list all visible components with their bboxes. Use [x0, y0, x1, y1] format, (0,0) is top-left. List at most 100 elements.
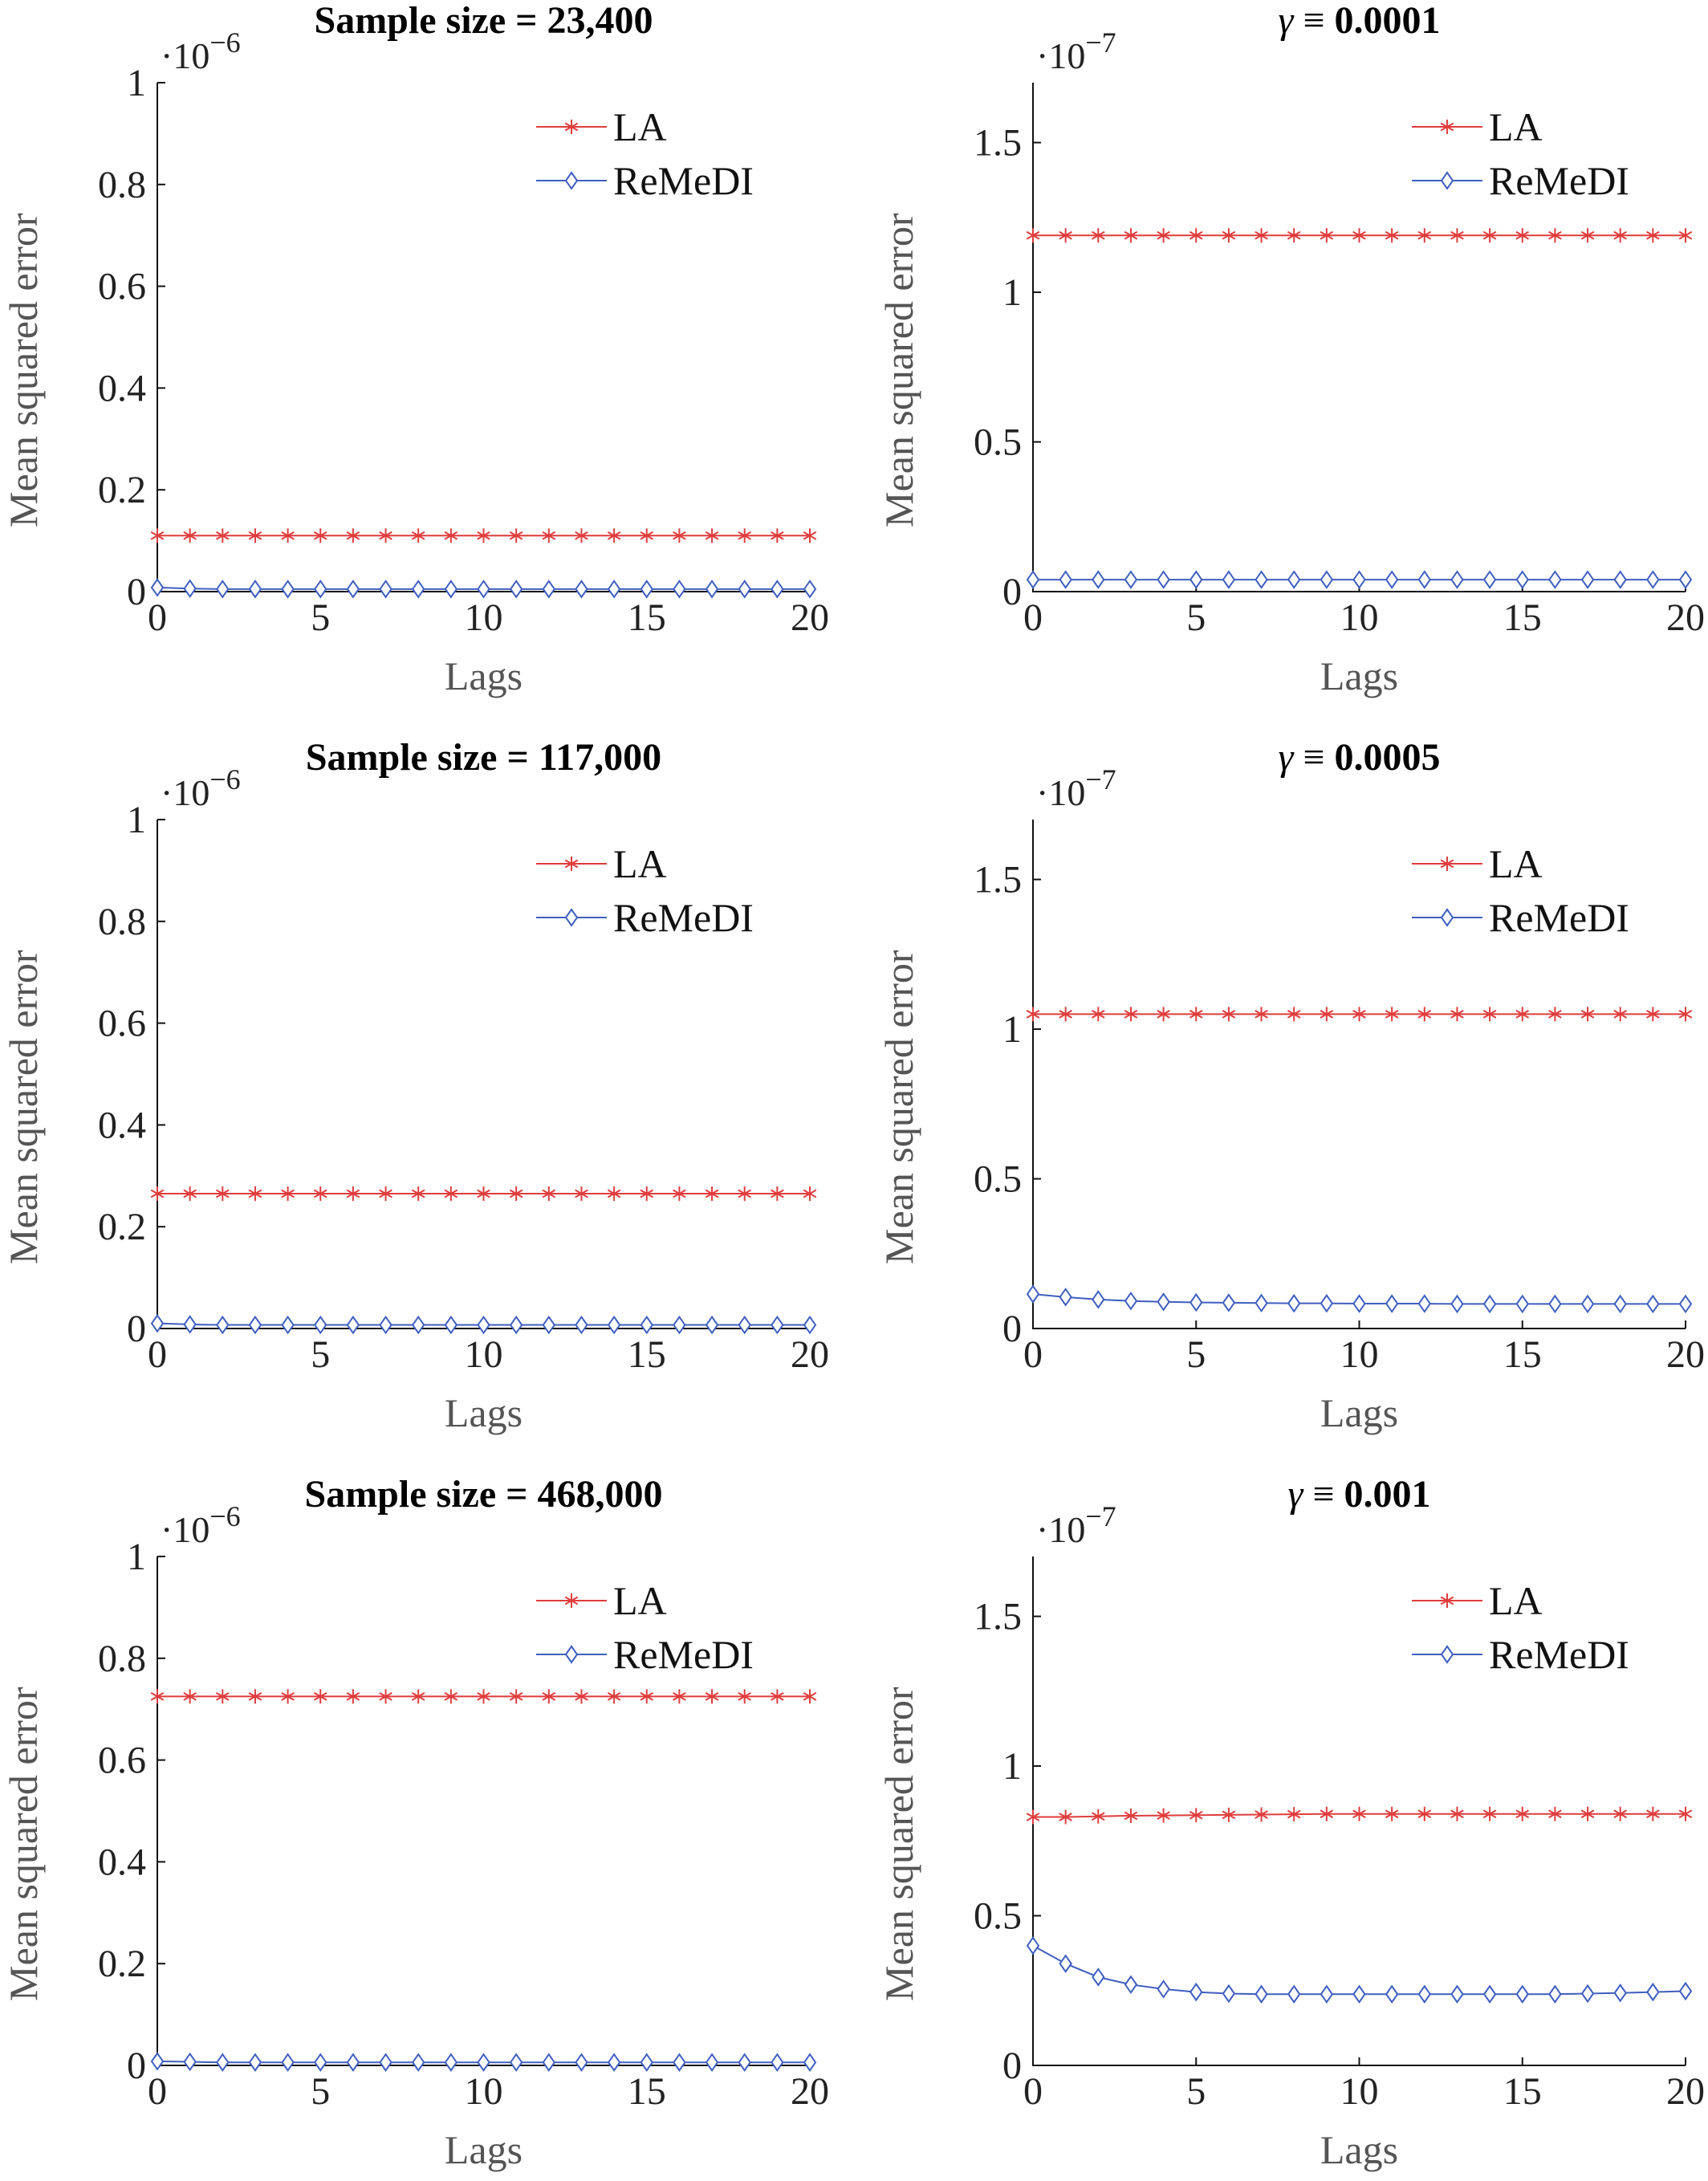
- data-point: [575, 1315, 588, 1335]
- panel-1: 0 5 10 15 20 0 0.2 0.4 0.6 0.8 1 ·10−6 Sample size =…: [1, 0, 829, 698]
- data-point: [509, 580, 523, 599]
- data-point: [1515, 1984, 1529, 2004]
- data-point: [1417, 228, 1432, 243]
- data-point: [803, 1186, 817, 1201]
- legend-item: ReMeDI: [1412, 158, 1629, 203]
- data-point: [1352, 1294, 1366, 1313]
- x-tick-label: 20: [791, 596, 829, 639]
- data-point: [575, 1186, 588, 1201]
- data-point: [542, 580, 556, 599]
- data-point: [1059, 570, 1072, 589]
- y-tick-label: 0.2: [98, 1206, 146, 1248]
- data-point: [542, 1186, 556, 1201]
- data-point: [477, 580, 490, 599]
- scale-exponent: −7: [1085, 26, 1116, 59]
- data-point: [738, 1689, 751, 1704]
- data-point: [509, 1315, 523, 1335]
- y-tick-label: 1: [1002, 271, 1022, 314]
- data-point: [183, 1186, 197, 1201]
- data-point: [1189, 1007, 1203, 1022]
- data-point: [411, 1186, 425, 1201]
- data-point: [705, 2053, 719, 2072]
- scale-exponent: −6: [209, 1500, 240, 1532]
- series-la: [1026, 1806, 1693, 1825]
- x-tick-label: 0: [148, 596, 167, 639]
- data-point: [1450, 570, 1464, 589]
- series-la: [150, 1689, 817, 1704]
- x-tick-label: 20: [1666, 1333, 1705, 1376]
- x-tick-label: 10: [465, 596, 503, 639]
- data-point: [673, 1186, 686, 1201]
- legend: LA ReMeDI: [536, 104, 754, 203]
- series-remedi: [1026, 570, 1693, 589]
- data-point: [1678, 1294, 1693, 1314]
- data-point: [803, 1689, 817, 1704]
- data-point: [1352, 570, 1366, 589]
- data-point: [216, 528, 230, 543]
- data-point: [575, 580, 588, 599]
- data-point: [1320, 1984, 1334, 2004]
- data-point: [248, 1689, 262, 1704]
- data-point: [444, 2053, 458, 2072]
- data-point: [1613, 228, 1627, 243]
- data-point: [607, 1689, 621, 1704]
- data-point: [542, 1315, 556, 1335]
- data-point: [738, 528, 751, 543]
- title-part: Sample size = 117,000: [306, 736, 661, 779]
- data-point: [1092, 1007, 1105, 1022]
- y-tick-label: 1.5: [974, 859, 1022, 901]
- legend-item: ReMeDI: [1412, 1632, 1629, 1677]
- data-point: [607, 528, 621, 543]
- data-point: [1482, 228, 1497, 243]
- data-point: [575, 528, 588, 543]
- legend-label: LA: [1489, 1578, 1543, 1623]
- panel-title: γ ≡ 0.001: [1288, 1473, 1431, 1516]
- y-tick-label: 0: [1002, 2045, 1022, 2087]
- data-point: [705, 1315, 719, 1335]
- data-point: [1092, 228, 1105, 243]
- data-point: [1287, 1984, 1301, 2004]
- scale-base: ·10: [1036, 772, 1085, 813]
- y-scale-multiplier: ·10−7: [1036, 1500, 1116, 1550]
- data-point: [1646, 1294, 1660, 1314]
- data-point: [1646, 1806, 1660, 1821]
- data-point: [444, 528, 458, 543]
- title-part: ≡: [1303, 1473, 1344, 1516]
- data-point: [248, 2053, 262, 2072]
- legend-item: LA: [536, 1578, 667, 1623]
- data-point: [1352, 228, 1366, 243]
- data-point: [1157, 228, 1170, 243]
- data-point: [738, 580, 751, 599]
- data-point: [1026, 1284, 1040, 1304]
- data-point: [346, 2053, 360, 2072]
- data-point: [411, 528, 425, 543]
- data-point: [1255, 1007, 1268, 1022]
- x-axis-label: Lags: [1320, 1390, 1398, 1435]
- y-tick-label: 0.8: [98, 164, 146, 206]
- data-point: [1580, 570, 1595, 589]
- data-point: [281, 580, 295, 599]
- data-point: [771, 1689, 784, 1704]
- legend-item: LA: [1412, 1578, 1543, 1623]
- data-point: [1124, 228, 1138, 243]
- panel-6: 0 5 10 15 20 0 0.5 1 1.5 ·10−7 γ ≡ 0.001 Lags Mean s…: [876, 1473, 1705, 2172]
- data-point: [216, 1315, 230, 1335]
- data-point: [673, 580, 686, 599]
- legend-label: ReMeDI: [1489, 1632, 1629, 1677]
- data-point: [1385, 1984, 1399, 2004]
- data-point: [1092, 1967, 1105, 1987]
- data-point: [1222, 1007, 1236, 1022]
- data-point: [1548, 1806, 1562, 1821]
- data-point: [1222, 1807, 1236, 1822]
- data-point: [1515, 570, 1529, 589]
- data-point: [1352, 1806, 1366, 1821]
- title-part: γ: [1288, 1473, 1304, 1516]
- legend-marker: [1440, 1593, 1454, 1608]
- x-tick-label: 10: [465, 1333, 503, 1376]
- data-point: [346, 580, 360, 599]
- data-point: [1548, 1007, 1562, 1022]
- x-axis-label: Lags: [445, 2127, 523, 2172]
- legend-label: LA: [1489, 841, 1543, 886]
- data-point: [379, 580, 392, 599]
- data-point: [1124, 1291, 1138, 1311]
